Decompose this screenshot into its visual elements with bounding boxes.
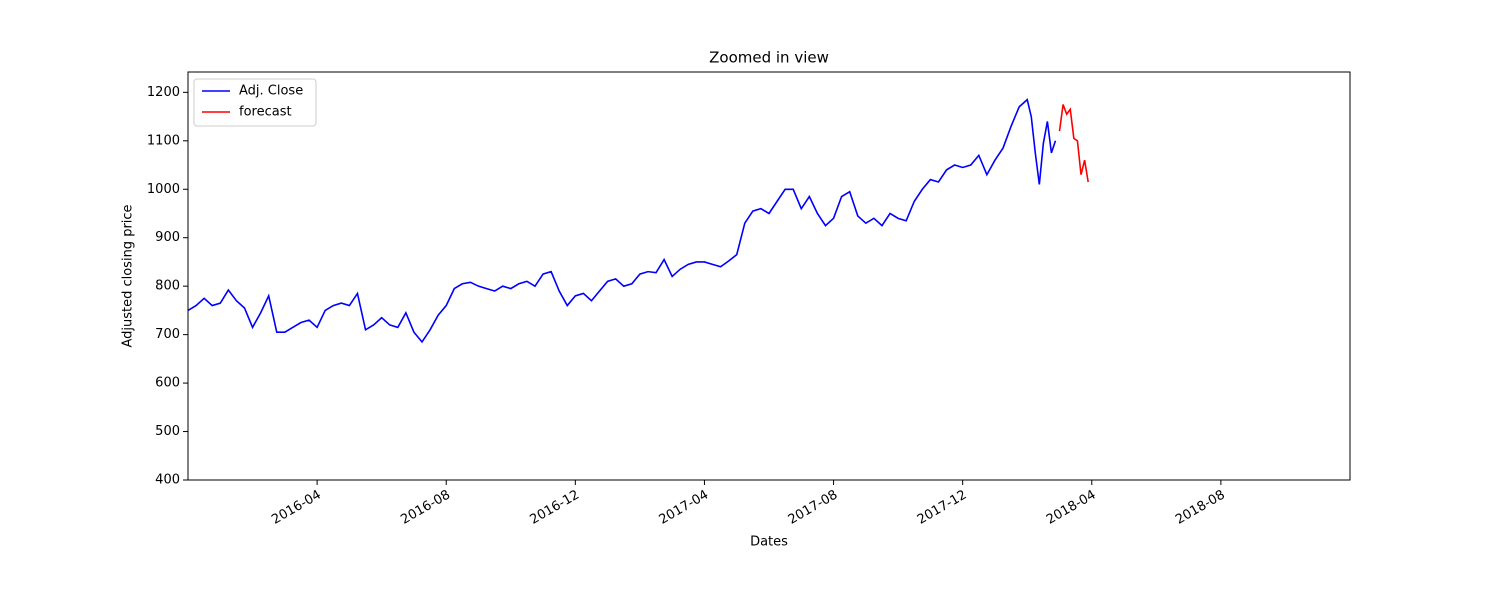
y-tick-label: 600 bbox=[155, 376, 180, 391]
line-series bbox=[1058, 104, 1089, 183]
legend-label: forecast bbox=[239, 105, 292, 120]
x-tick-label: 2016-12 bbox=[528, 488, 583, 528]
y-tick-label: 800 bbox=[155, 279, 180, 294]
y-tick-label: 1000 bbox=[147, 182, 180, 197]
y-tick-label: 900 bbox=[155, 230, 180, 245]
y-tick-label: 700 bbox=[155, 327, 180, 342]
legend-label: Adj. Close bbox=[239, 84, 303, 99]
x-tick-label: 2016-04 bbox=[269, 488, 324, 528]
y-tick-label: 1100 bbox=[147, 133, 180, 148]
x-axis-label: Dates bbox=[750, 535, 788, 550]
x-tick-label: 2016-08 bbox=[398, 488, 453, 528]
x-tick-label: 2018-08 bbox=[1173, 488, 1228, 528]
y-tick-label: 400 bbox=[155, 473, 180, 488]
x-tick-label: 2017-04 bbox=[657, 488, 712, 528]
y-tick-label: 1200 bbox=[147, 85, 180, 100]
x-tick-label: 2018-04 bbox=[1044, 488, 1099, 528]
y-axis-label: Adjusted closing price bbox=[121, 204, 136, 347]
x-tick-label: 2017-12 bbox=[915, 488, 970, 528]
line-series bbox=[187, 98, 1057, 344]
x-tick-label: 2017-08 bbox=[786, 488, 841, 528]
chart-title: Zoomed in view bbox=[709, 49, 829, 67]
y-tick-label: 500 bbox=[155, 424, 180, 439]
plot-frame bbox=[187, 71, 1351, 481]
